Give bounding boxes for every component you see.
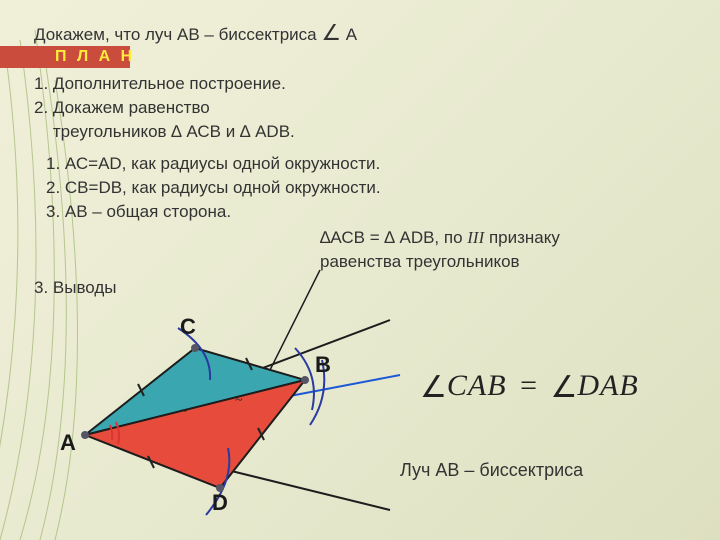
sub-3: 3. АВ – общая сторона. xyxy=(46,202,231,222)
claim-line-1: ∆АСВ = ∆ АDB, по III признаку xyxy=(320,228,560,248)
formula: ∠CAB = ∠DAB xyxy=(420,368,639,403)
title-suffix: А xyxy=(341,25,357,44)
label-c: С xyxy=(180,314,196,340)
claim-b: признаку xyxy=(484,228,560,247)
label-a: А xyxy=(60,430,76,456)
claim-a: ∆АСВ = ∆ АDB, по xyxy=(320,228,467,247)
label-d: D xyxy=(212,490,228,516)
svg-text:~: ~ xyxy=(235,393,243,408)
claim-roman: III xyxy=(467,228,484,247)
step-2b: треугольников ∆ АСВ и ∆ АDB. xyxy=(34,122,295,142)
angle-symbol: ∠ xyxy=(321,20,341,45)
svg-text:~: ~ xyxy=(180,404,188,419)
label-b: В xyxy=(315,352,331,378)
ray-text: Луч АВ – биссектриса xyxy=(400,460,583,481)
step-1: 1. Дополнительное построение. xyxy=(34,74,286,94)
step-2a: 2. Докажем равенство xyxy=(34,98,210,118)
figure: ~ ~ А С В D xyxy=(60,320,370,510)
slide: Докажем, что луч АВ – биссектриса ∠ А П … xyxy=(0,0,720,540)
step-3: 3. Выводы xyxy=(34,278,117,298)
sub-1: 1. АС=АD, как радиусы одной окружности. xyxy=(46,154,380,174)
title: Докажем, что луч АВ – биссектриса ∠ А xyxy=(34,20,357,46)
claim-line-2: равенства треугольников xyxy=(320,252,520,272)
title-prefix: Докажем, что луч АВ – биссектриса xyxy=(34,25,321,44)
plan-label: П Л А Н xyxy=(55,48,135,66)
sub-2: 2. СВ=DB, как радиусы одной окружности. xyxy=(46,178,381,198)
